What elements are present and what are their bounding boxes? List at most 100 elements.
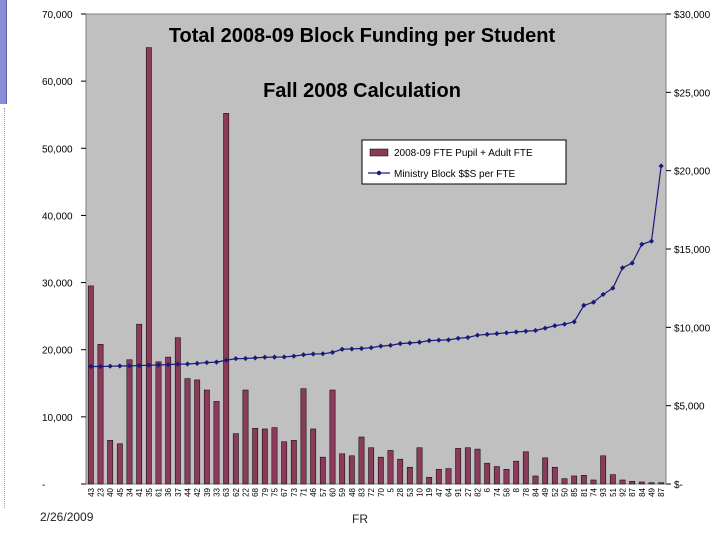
legend-bar-label: 2008-09 FTE Pupil + Adult FTE [394,148,533,159]
category-label: 84 [532,487,541,496]
line-point [494,331,500,337]
bar [203,389,210,485]
bar [445,468,452,485]
line-point [242,355,249,362]
line-point [474,332,481,338]
legend-bar-swatch [369,148,389,157]
left-axis: - 10,000 20,000 30,000 40,000 50,000 60,000 70,… [42,10,86,491]
bar [242,389,249,485]
bar [126,359,133,485]
line-point [97,363,104,370]
line-point [223,357,229,363]
left-tick-label: 40,000 [42,211,73,222]
left-tick-label: 60,000 [42,77,73,88]
bar [648,482,655,485]
line-point [126,363,133,369]
category-label: 87 [628,487,637,496]
bar [542,457,549,485]
bar [387,450,394,485]
category-label: 93 [599,487,608,496]
category-label: 83 [358,487,367,496]
left-tick-label: 10,000 [42,413,73,424]
line-point [184,361,191,367]
line-point [320,351,326,357]
legend-box [361,139,567,185]
category-label: 19 [425,487,434,496]
left-tick-label: 20,000 [42,346,73,357]
bar [600,455,607,485]
left-edge-ruler [0,108,5,508]
line-point [175,361,181,367]
line-point [339,346,345,352]
category-label: 59 [338,487,347,496]
left-tick-label: 70,000 [42,10,73,21]
bar [590,479,597,485]
line-point [213,359,220,365]
line-point [88,363,94,370]
line-point [426,338,432,344]
line-point [523,328,529,334]
category-label: 27 [464,487,473,496]
category-label: 28 [396,487,405,496]
line-point [610,285,616,291]
category-label: 74 [493,487,502,496]
category-label: 42 [193,487,202,496]
category-label: 64 [445,487,454,496]
line-point [658,163,664,169]
category-label: 84 [638,487,647,496]
category-label: 33 [213,487,222,496]
bar [194,379,201,485]
bar [580,475,587,485]
bar [571,475,578,485]
line-point [648,238,655,244]
bar [107,440,114,485]
category-label: 58 [503,487,512,496]
bar [155,361,162,485]
bar [522,451,529,485]
line-point [329,349,336,355]
line-point [397,341,403,347]
bar [426,477,433,485]
line-point [310,351,316,357]
bar [136,323,143,485]
category-label: 5 [387,487,396,492]
right-axis: $- $5,000 $10,000 $15,000 $20,000 $25,000 $30,… [666,10,711,491]
bar [493,466,500,485]
line-point [445,337,452,343]
bar [310,428,317,485]
category-label: 41 [135,487,144,496]
category-label: 35 [145,487,154,496]
plot-area [85,13,667,485]
bar [484,462,491,485]
bar [532,475,539,485]
line-point [513,329,519,335]
category-label: 22 [242,487,251,496]
line-point [619,265,626,271]
footer-label: FR [352,512,368,526]
category-label: 23 [97,487,106,496]
bar [455,448,462,485]
line-point [436,337,442,343]
bar [261,428,268,485]
category-label: 75 [271,487,280,496]
category-label: 61 [155,487,164,496]
bar [319,456,326,485]
left-tick-label: - [42,480,45,491]
line-point [368,345,374,351]
line-point [281,354,287,360]
line-point [581,302,587,308]
left-tick-label: 50,000 [42,144,73,155]
line-point [262,354,268,360]
right-tick-label: $25,000 [674,88,711,99]
bar [339,453,346,485]
category-label: 52 [551,487,560,496]
line-point [387,342,394,348]
bar [561,478,568,485]
bar [213,401,220,485]
line-point [484,331,490,337]
line-point [416,339,423,345]
bar [406,466,413,485]
category-label: 60 [329,487,338,496]
category-label: 63 [222,487,231,496]
line-point [204,359,210,366]
